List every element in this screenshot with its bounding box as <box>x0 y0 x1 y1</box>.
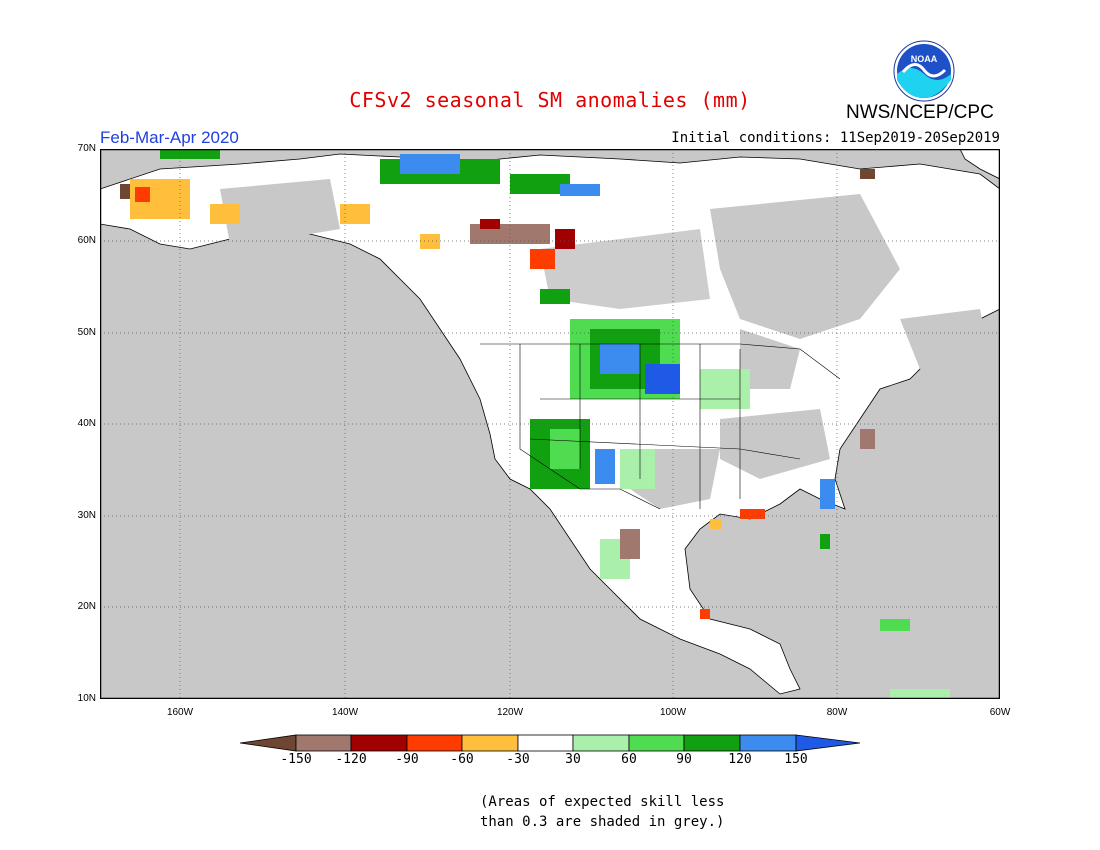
colorbar-label: 150 <box>784 752 808 767</box>
lon-label-120w: 120W <box>496 707 524 718</box>
lon-label-60w: 60W <box>989 707 1011 718</box>
colorbar-swatch-1 <box>295 734 352 752</box>
colorbar-swatch-7 <box>628 734 685 752</box>
positive-anomaly-cells <box>160 149 950 699</box>
lat-label-30n: 30N <box>77 510 96 521</box>
forecast-period: Feb-Mar-Apr 2020 <box>100 128 239 147</box>
colorbar-label: 120 <box>728 752 752 767</box>
lat-label-40n: 40N <box>77 418 96 429</box>
anomaly-map <box>100 149 1000 699</box>
colorbar-label: -90 <box>395 752 419 767</box>
negative-anomaly-cells <box>120 169 875 619</box>
colorbar-swatch-6 <box>572 734 630 752</box>
colorbar-low-arrow <box>240 734 297 752</box>
greenland-land <box>959 149 1000 180</box>
colorbar-label: 60 <box>621 752 637 767</box>
colorbar-high-arrow <box>795 734 860 752</box>
lat-label-70n: 70N <box>77 143 96 154</box>
svg-text:NOAA: NOAA <box>911 54 938 64</box>
grey-skill-areas <box>220 179 990 509</box>
colorbar-swatch-5 <box>517 734 574 752</box>
organization-label: NWS/NCEP/CPC <box>846 102 994 123</box>
chart-title: CFSv2 seasonal SM anomalies (mm) <box>349 88 751 112</box>
skill-note-line-1: (Areas of expected skill less <box>480 794 725 810</box>
colorbar-swatch-9 <box>739 734 797 752</box>
colorbar-swatch-3 <box>406 734 463 752</box>
colorbar-label: 30 <box>565 752 581 767</box>
lon-label-140w: 140W <box>331 707 359 718</box>
lon-label-160w: 160W <box>166 707 194 718</box>
initial-conditions: Initial conditions: 11Sep2019-20Sep2019 <box>671 130 1000 146</box>
lat-label-20n: 20N <box>77 601 96 612</box>
lon-label-80w: 80W <box>826 707 848 718</box>
colorbar-swatch-4 <box>461 734 519 752</box>
colorbar-label: -30 <box>506 752 530 767</box>
colorbar-label: -150 <box>280 752 312 767</box>
lon-label-100w: 100W <box>659 707 687 718</box>
noaa-logo: NOAA <box>893 40 955 102</box>
colorbar-label: 90 <box>676 752 692 767</box>
colorbar-swatch-2 <box>350 734 408 752</box>
colorbar-swatch-8 <box>683 734 741 752</box>
map-frame <box>100 149 1000 699</box>
lat-label-50n: 50N <box>77 327 96 338</box>
colorbar-label: -120 <box>335 752 367 767</box>
colorbar-label: -60 <box>450 752 474 767</box>
colorbar <box>240 734 860 752</box>
skill-note: (Areas of expected skill less than 0.3 a… <box>480 792 724 832</box>
lat-label-60n: 60N <box>77 235 96 246</box>
skill-note-line-2: than 0.3 are shaded in grey.) <box>480 814 725 830</box>
lat-label-10n: 10N <box>77 693 96 704</box>
